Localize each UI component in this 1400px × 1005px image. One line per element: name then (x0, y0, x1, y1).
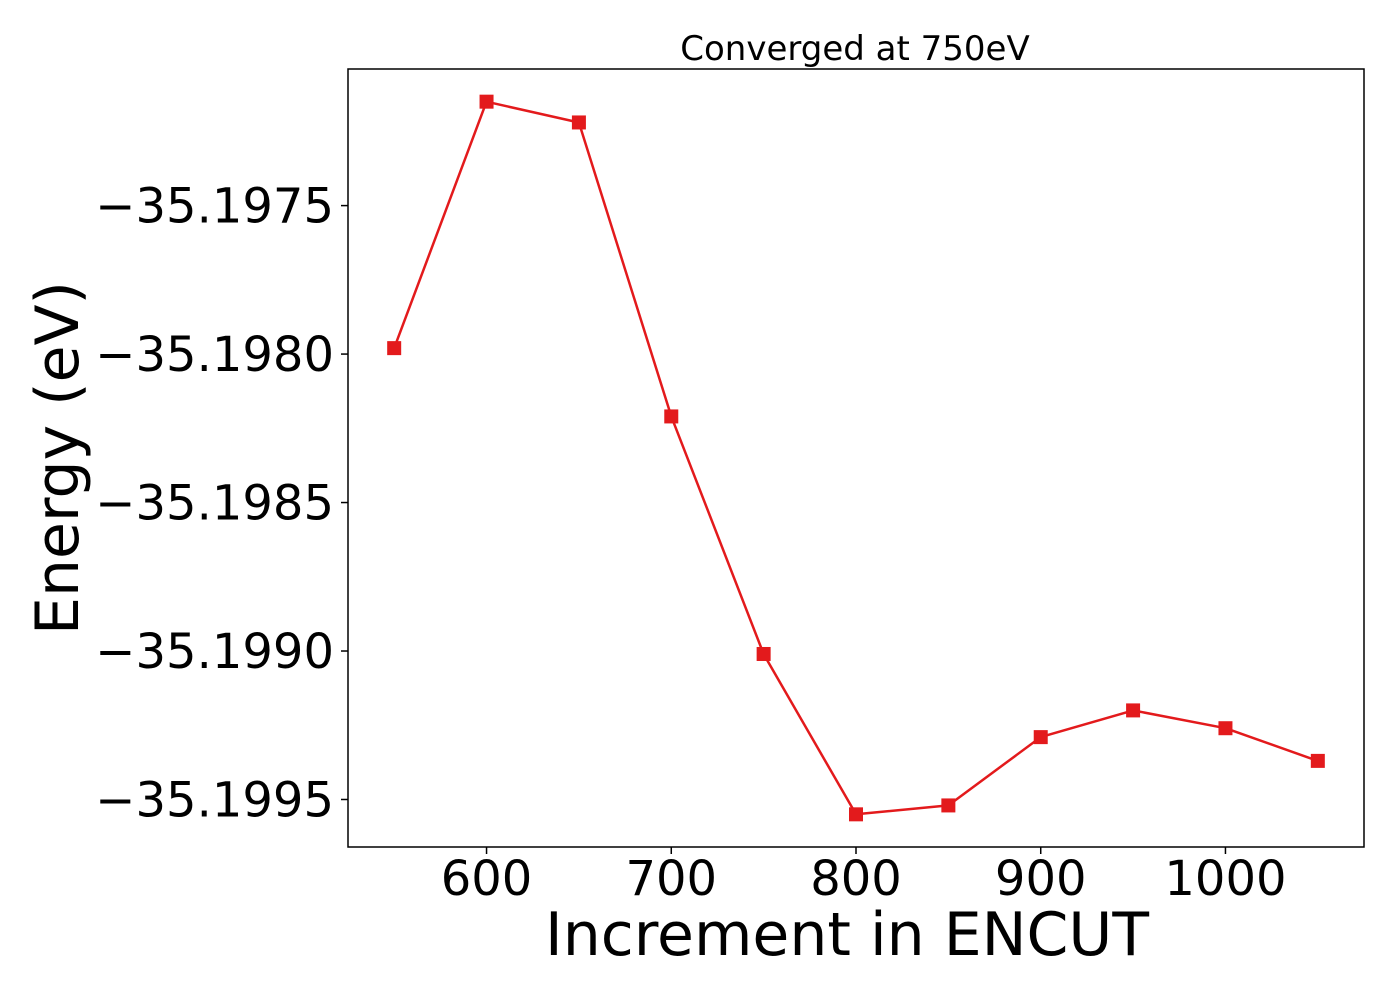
x-tick-label: 900 (995, 851, 1087, 907)
plot-frame (347, 68, 1365, 848)
y-axis-label: Energy (eV) (23, 281, 93, 635)
y-tick-label: −35.1985 (95, 476, 334, 532)
y-tick-label: −35.1995 (95, 772, 334, 828)
data-point-marker (664, 409, 679, 424)
x-tick-label: 1000 (1164, 851, 1286, 907)
series-line (393, 100, 1319, 816)
data-point-marker (1218, 721, 1233, 736)
chart-title: Converged at 750eV (680, 29, 1029, 69)
y-tick-label: −35.1980 (95, 327, 334, 383)
data-point-marker (1033, 730, 1048, 745)
x-tick-label: 600 (441, 851, 533, 907)
y-tick-label: −35.1990 (95, 624, 334, 680)
x-tick-label: 700 (625, 851, 717, 907)
data-point-marker (479, 94, 494, 109)
data-point-marker (941, 798, 956, 813)
data-point-marker (756, 646, 771, 661)
x-axis-label: Increment in ENCUT (545, 900, 1149, 970)
data-point-marker (387, 341, 402, 356)
plot-area (387, 94, 1325, 822)
x-tick-label: 800 (810, 851, 902, 907)
data-point-marker (571, 115, 586, 130)
y-tick-label: −35.1975 (95, 179, 334, 235)
data-point-marker (1126, 703, 1141, 718)
data-point-marker (849, 807, 863, 822)
data-point-marker (1310, 753, 1325, 768)
